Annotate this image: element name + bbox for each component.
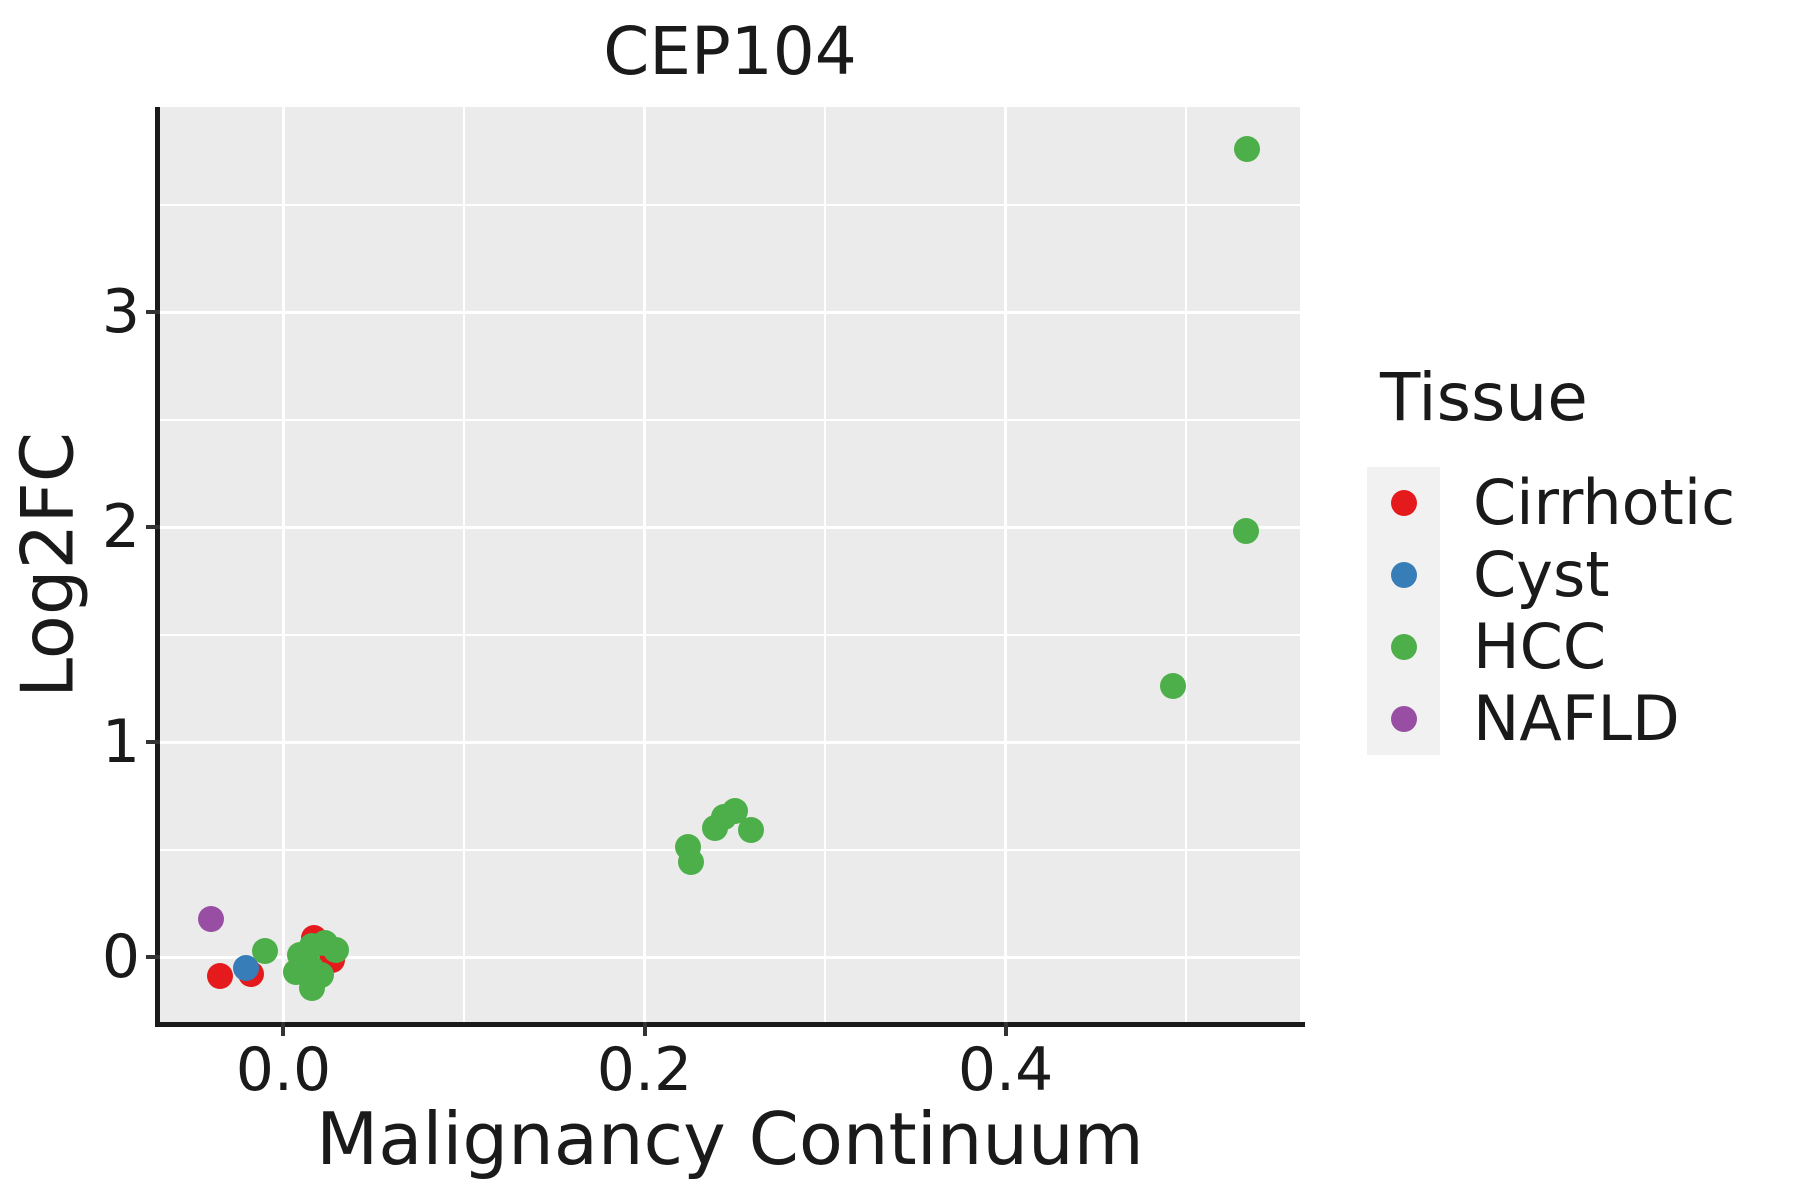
gridline-minor-horizontal (160, 203, 1300, 206)
y-tick-label: 3 (101, 277, 140, 347)
y-tick-mark (146, 955, 160, 959)
legend-key-dot-cirrhotic (1390, 490, 1417, 516)
data-point-cyst (232, 955, 259, 982)
data-point-nafld (198, 905, 225, 932)
legend-label: NAFLD (1473, 682, 1680, 755)
y-tick-mark (146, 525, 160, 529)
legend-keys (1367, 467, 1440, 755)
gridline-major-vertical (1004, 107, 1008, 1022)
data-point-hcc (299, 974, 326, 1001)
gridline-minor-horizontal (160, 848, 1300, 851)
legend-label: Cyst (1473, 538, 1610, 611)
x-tick-label: 0.4 (957, 1035, 1054, 1105)
legend-labels: Cirrhotic Cyst HCC NAFLD (1473, 467, 1735, 755)
data-point-hcc (678, 849, 705, 876)
y-tick-label: 1 (101, 707, 140, 777)
gridline-major-horizontal (160, 740, 1300, 744)
x-tick-mark (642, 1022, 647, 1036)
legend-key (1367, 539, 1440, 611)
plot-panel (160, 107, 1300, 1022)
gridline-major-vertical (643, 107, 647, 1022)
legend-key (1367, 611, 1440, 683)
y-tick-label: 2 (101, 492, 140, 562)
y-axis-label: Log2FC (5, 431, 90, 699)
data-point-hcc (252, 937, 279, 964)
gridline-major-vertical (281, 107, 285, 1022)
y-axis-spine (155, 107, 160, 1027)
data-point-hcc (1160, 673, 1187, 700)
gridline-minor-vertical (1185, 107, 1188, 1022)
gridline-minor-vertical (824, 107, 827, 1022)
x-axis-label: Malignancy Continuum (316, 1097, 1144, 1181)
data-point-hcc (322, 936, 349, 963)
legend-key-dot-hcc (1390, 634, 1417, 660)
data-point-hcc (1234, 135, 1261, 162)
legend-title: Tissue (1380, 359, 1588, 436)
x-tick-mark (281, 1022, 286, 1036)
gridline-major-horizontal (160, 310, 1300, 314)
x-tick-mark (1003, 1022, 1008, 1036)
y-tick-label: 0 (101, 922, 140, 992)
data-point-hcc (1232, 518, 1259, 545)
legend-key-dot-nafld (1390, 706, 1417, 732)
chart-title: CEP104 (603, 13, 857, 90)
legend-label: Cirrhotic (1473, 466, 1736, 539)
legend-key-dot-cyst (1390, 562, 1417, 588)
data-point-cirrhotic (207, 962, 234, 989)
gridline-minor-vertical (463, 107, 465, 1022)
data-point-hcc (738, 817, 765, 844)
y-tick-mark (146, 310, 160, 314)
legend-key (1367, 683, 1440, 755)
gridline-minor-horizontal (160, 633, 1300, 636)
legend-key (1367, 467, 1440, 539)
x-tick-label: 0.0 (235, 1035, 332, 1105)
legend-label: HCC (1473, 610, 1607, 683)
x-tick-label: 0.2 (596, 1035, 693, 1105)
gridline-major-horizontal (160, 955, 1300, 959)
gridline-major-horizontal (160, 525, 1300, 529)
y-tick-mark (146, 740, 160, 744)
x-axis-spine (155, 1022, 1305, 1027)
gridline-minor-horizontal (160, 418, 1300, 421)
